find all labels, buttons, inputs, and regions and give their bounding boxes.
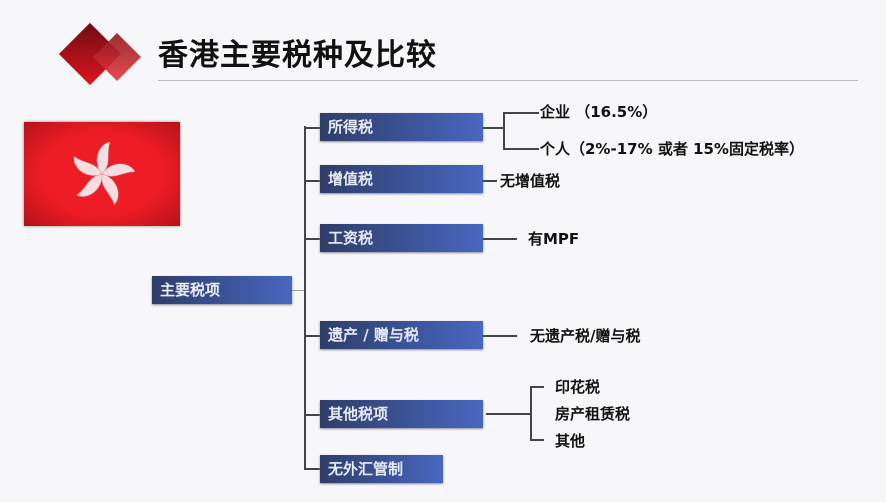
detail-vat: 无增值税 <box>500 172 561 190</box>
connector <box>530 439 544 441</box>
connector <box>483 127 503 129</box>
connector <box>486 413 530 415</box>
connector <box>503 112 505 150</box>
connector <box>304 238 320 240</box>
connector <box>304 180 320 182</box>
hong-kong-flag <box>24 122 180 226</box>
branch-no-forex-control: 无外汇管制 <box>320 455 443 483</box>
detail-estate: 无遗产税/赠与税 <box>530 327 641 345</box>
connector <box>304 335 320 337</box>
root-node: 主要税项 <box>152 276 292 304</box>
branch-other-taxes: 其他税项 <box>320 400 483 428</box>
detail-individual: 个人（2%-17% 或者 15%固定税率） <box>540 140 804 158</box>
branch-income-tax: 所得税 <box>320 113 483 141</box>
detail-corporate: 企业 （16.5%） <box>540 103 658 121</box>
branch-salaries-tax: 工资税 <box>320 224 483 252</box>
title-divider <box>158 80 858 81</box>
branch-vat: 增值税 <box>320 165 483 193</box>
connector <box>503 112 539 114</box>
connector-vertical <box>304 126 306 469</box>
connector <box>483 180 497 182</box>
detail-property-tax: 房产租赁税 <box>555 405 631 423</box>
connector <box>530 386 544 388</box>
connector <box>304 414 320 416</box>
connector <box>483 335 517 337</box>
page-title: 香港主要税种及比较 <box>158 38 437 73</box>
connector <box>304 468 320 470</box>
connector <box>292 290 304 291</box>
connector <box>304 127 320 129</box>
detail-stamp-duty: 印花税 <box>555 378 601 396</box>
connector <box>503 148 539 150</box>
detail-salaries: 有MPF <box>528 230 580 248</box>
connector <box>530 386 532 441</box>
connector <box>483 238 517 240</box>
detail-others: 其他 <box>555 432 586 450</box>
branch-estate-gift-tax: 遗产 / 赠与税 <box>320 321 483 349</box>
